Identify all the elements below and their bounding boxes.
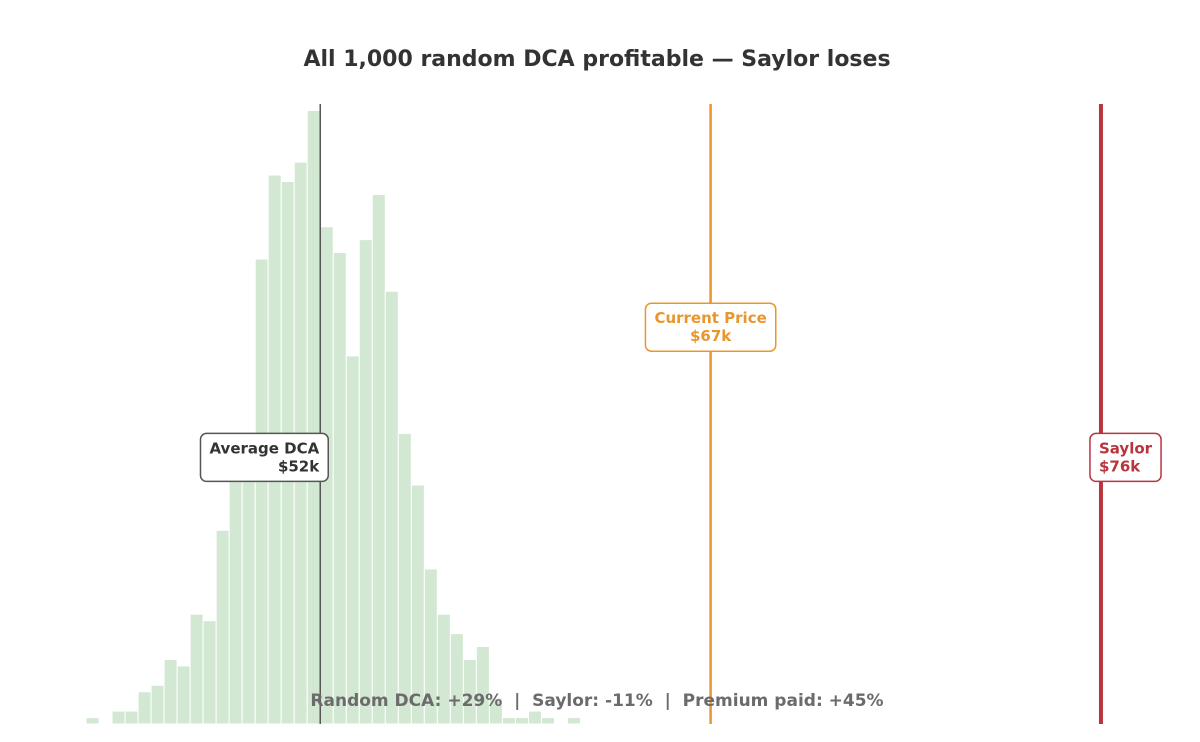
histogram-bar [514, 717, 529, 725]
histogram-bar [501, 717, 516, 725]
histogram-bar [332, 252, 347, 725]
histogram-bar [384, 290, 399, 725]
histogram-bar [241, 439, 256, 725]
saylor-label-value: $76k [1099, 457, 1141, 475]
chart-title: All 1,000 random DCA profitable — Saylor… [303, 47, 890, 72]
histogram-bar [371, 193, 386, 725]
histogram-bar [202, 620, 217, 725]
histogram-bar [566, 717, 581, 725]
histogram-bar [488, 697, 503, 725]
histogram-bar [215, 529, 230, 725]
average-dca-label-value: $52k [278, 457, 320, 475]
histogram-bar [85, 717, 100, 725]
histogram-bar [410, 484, 425, 725]
saylor-label-box [1089, 432, 1162, 483]
average-dca-label-box [199, 432, 329, 483]
histogram-bar [345, 355, 360, 725]
reference-lines [319, 104, 1103, 724]
histogram-bar [358, 239, 373, 725]
summary-caption: Random DCA: +29% | Saylor: -11% | Premiu… [310, 691, 883, 711]
current-price-label-title: Current Price [654, 309, 766, 327]
current-price-label: Current Price$67k [644, 302, 777, 352]
histogram-bar [527, 710, 542, 725]
histogram-bar [397, 432, 412, 725]
current-price-label-value: $67k [690, 327, 732, 345]
histogram-bar [254, 258, 269, 725]
histogram-bar [475, 646, 490, 725]
histogram-bar [163, 658, 178, 725]
histogram-bar [540, 717, 555, 725]
reference-labels: Average DCA$52k Current Price$67k Saylor$7… [199, 302, 1162, 483]
histogram-bar [150, 684, 165, 725]
histogram-bar [124, 710, 139, 725]
average-dca-label: Average DCA$52k [199, 432, 329, 483]
current-price-label-box [644, 302, 777, 352]
histogram-bar [111, 710, 126, 725]
histogram-bar [306, 109, 321, 725]
histogram-bar [176, 665, 191, 725]
saylor-label: Saylor$76k [1089, 432, 1162, 483]
histogram-bar [137, 691, 152, 725]
histogram-bar [228, 478, 243, 725]
saylor-label-title: Saylor [1099, 439, 1153, 457]
histogram-bars [85, 109, 581, 725]
histogram-bar [189, 613, 204, 725]
average-dca-label-title: Average DCA [209, 439, 319, 457]
